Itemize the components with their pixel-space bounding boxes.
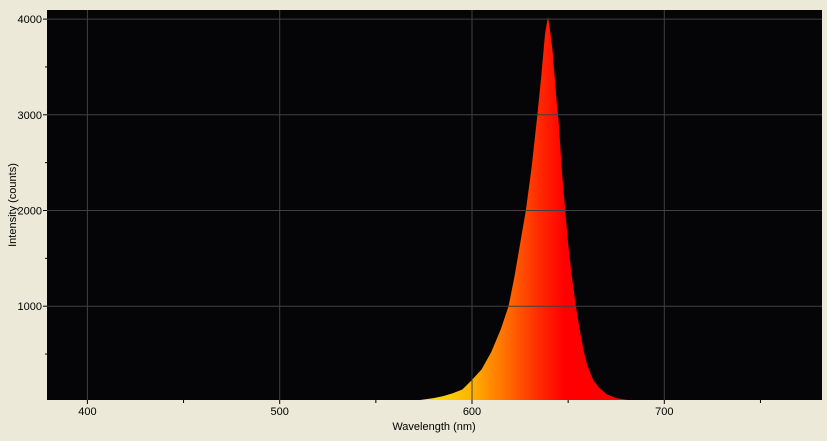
x-axis-label: Wavelength (nm) bbox=[392, 421, 475, 433]
x-tick-label: 500 bbox=[271, 406, 289, 418]
plot-area bbox=[47, 10, 822, 400]
y-axis-label: Intensity (counts) bbox=[7, 163, 19, 247]
y-tick-label: 2000 bbox=[18, 206, 42, 218]
x-tick-label: 700 bbox=[655, 406, 673, 418]
x-tick-label: 600 bbox=[463, 406, 481, 418]
x-tick-label: 400 bbox=[78, 406, 96, 418]
y-tick-label: 4000 bbox=[18, 14, 42, 26]
spectrum-area bbox=[420, 16, 628, 400]
y-tick-label: 3000 bbox=[18, 110, 42, 122]
y-tick-label: 1000 bbox=[18, 301, 42, 313]
